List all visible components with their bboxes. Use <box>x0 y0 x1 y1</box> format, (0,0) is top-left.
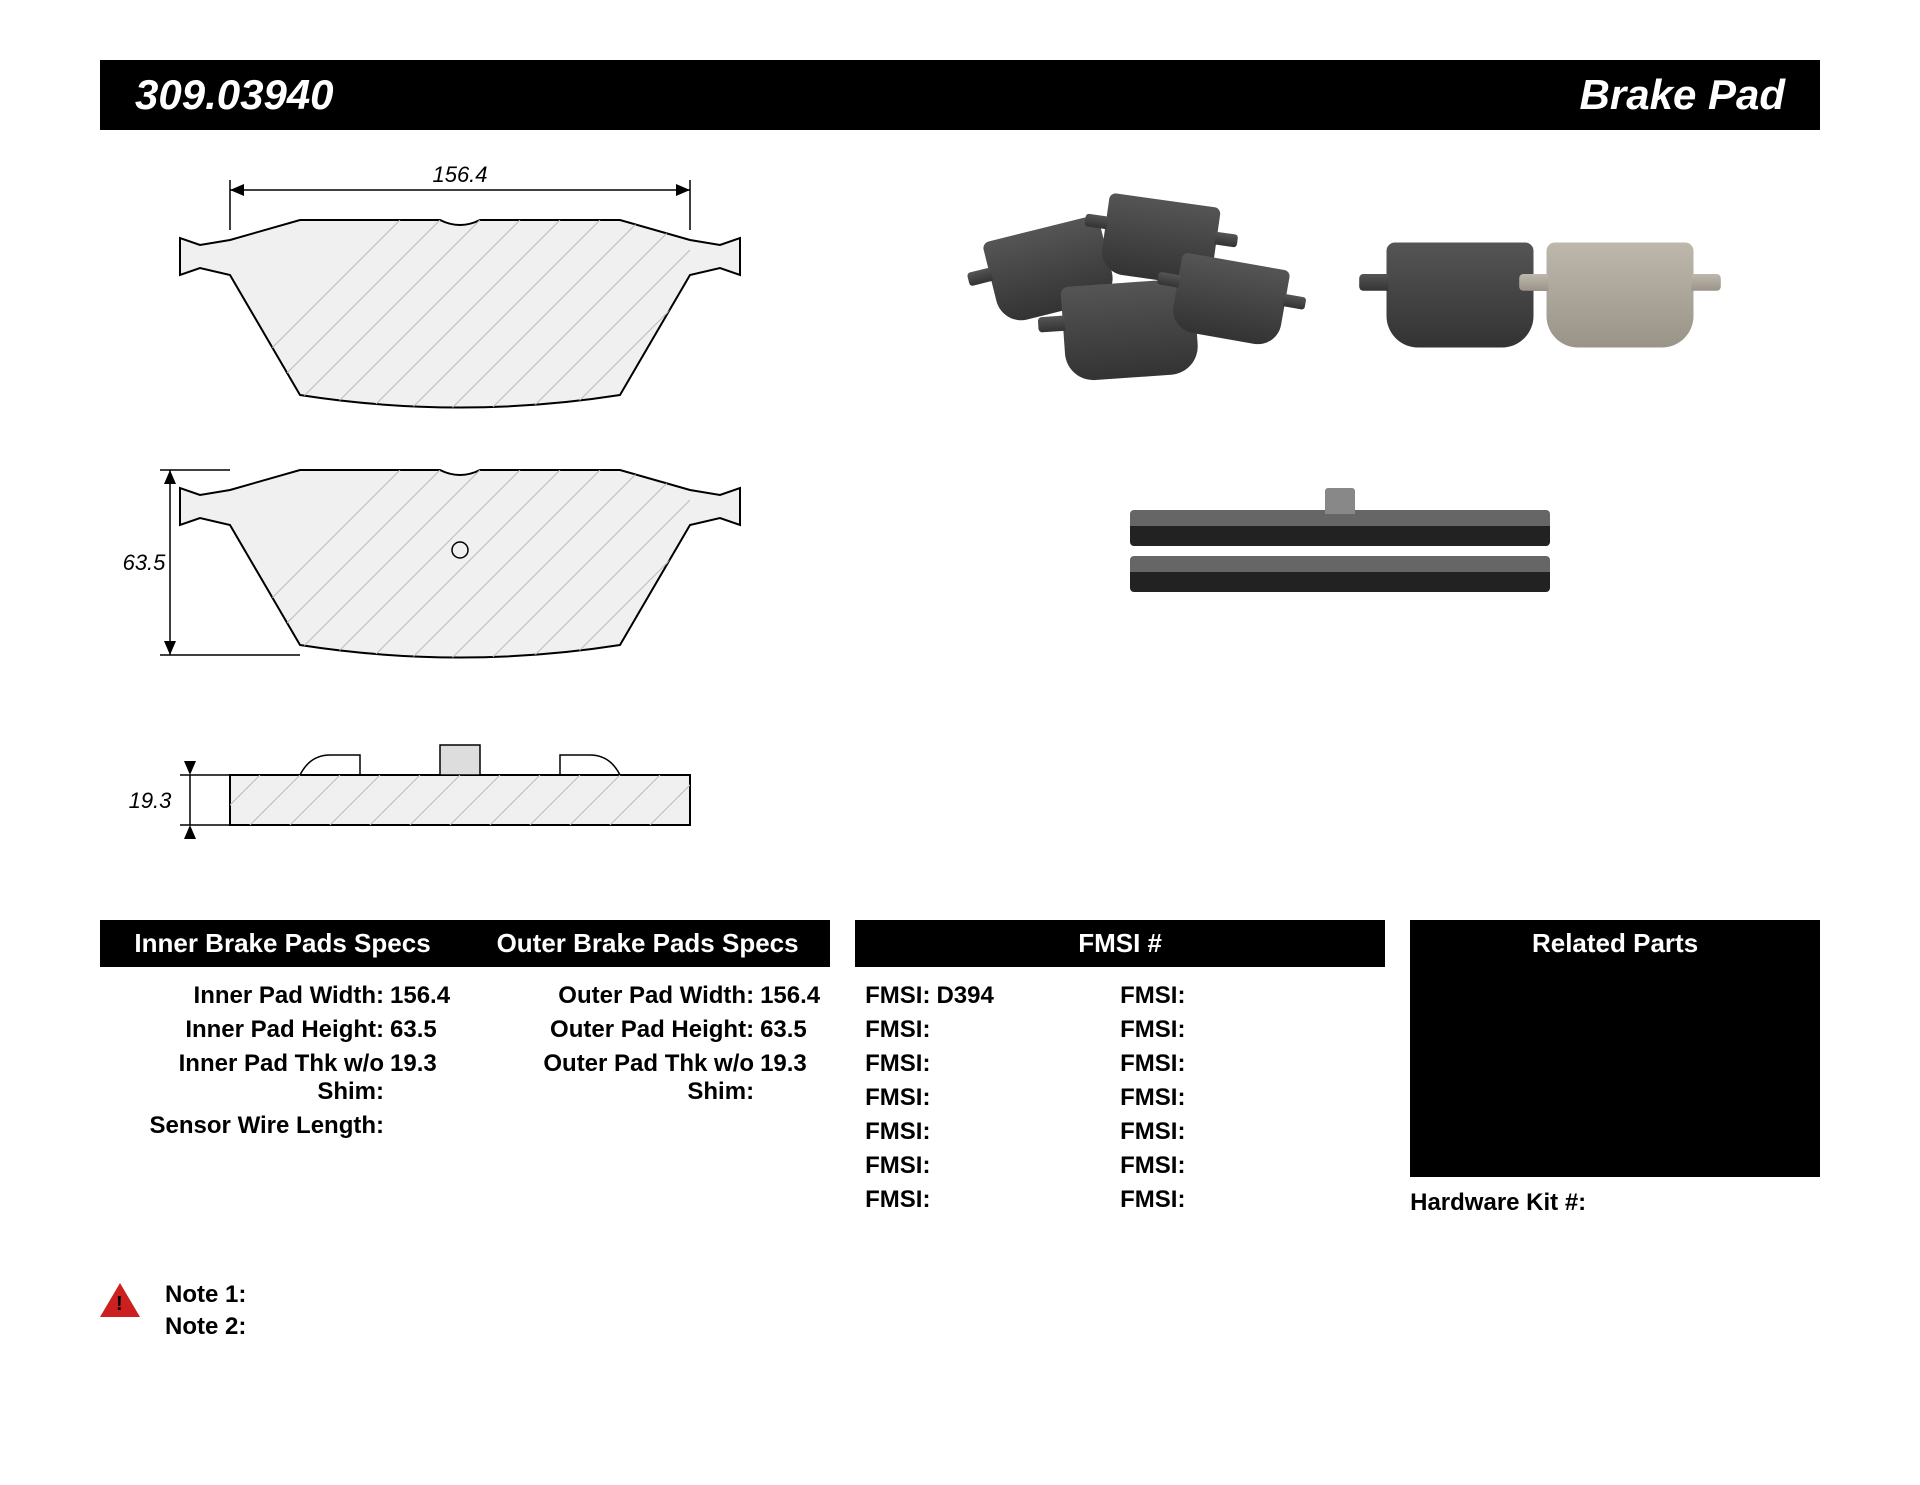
fmsi-label: FMSI: <box>865 1152 936 1180</box>
notes-section: Note 1: Note 2: <box>100 1279 1820 1343</box>
fmsi-line: FMSI: <box>865 1115 1120 1149</box>
sensor-label: Sensor Wire Length: <box>110 1112 390 1140</box>
inner-specs-header: Inner Brake Pads Specs <box>100 920 465 967</box>
note-lines: Note 1: Note 2: <box>165 1279 246 1343</box>
fmsi-line: FMSI: <box>865 1183 1120 1217</box>
fmsi-body: FMSI:D394FMSI:FMSI:FMSI:FMSI:FMSI:FMSI: … <box>855 967 1385 1229</box>
diagram-svg: 156.4 <box>100 160 820 880</box>
part-type: Brake Pad <box>1565 71 1800 119</box>
fmsi-label: FMSI: <box>865 1050 936 1078</box>
fmsi-label: FMSI: <box>1120 1084 1191 1112</box>
fmsi-line: FMSI:D394 <box>865 979 1120 1013</box>
photo-row-top <box>860 180 1820 410</box>
spec-sheet: 309.03940 Brake Pad 156.4 <box>0 0 1920 1403</box>
header-bar: 309.03940 Brake Pad <box>100 60 1820 130</box>
outer-height-label: Outer Pad Height: <box>470 1016 760 1044</box>
inner-thk-label: Inner Pad Thk w/o Shim: <box>110 1050 390 1106</box>
fmsi-line: FMSI: <box>1120 1115 1375 1149</box>
photo-angled-set <box>970 180 1310 410</box>
fmsi-label: FMSI: <box>1120 1152 1191 1180</box>
product-photos <box>860 160 1820 880</box>
photo-side-profile <box>1090 510 1590 640</box>
inner-specs-body: Inner Pad Width:156.4 Inner Pad Height:6… <box>100 967 460 1155</box>
outer-thk-value: 19.3 <box>760 1050 820 1106</box>
fmsi-label: FMSI: <box>1120 1118 1191 1146</box>
fmsi-subcol-2: FMSI: FMSI: FMSI: FMSI: FMSI: FMSI: FMSI: <box>1120 979 1375 1217</box>
specs-section: Inner Brake Pads Specs Outer Brake Pads … <box>100 920 1820 1229</box>
dim-height: 63.5 <box>123 550 167 575</box>
fmsi-line: FMSI: <box>1120 1013 1375 1047</box>
outer-thk-label: Outer Pad Thk w/o Shim: <box>470 1050 760 1106</box>
fmsi-line: FMSI: <box>865 1081 1120 1115</box>
inner-height-label: Inner Pad Height: <box>110 1016 390 1044</box>
warning-icon <box>100 1283 140 1317</box>
outer-specs-header: Outer Brake Pads Specs <box>465 920 830 967</box>
fmsi-value: D394 <box>936 982 993 1010</box>
fmsi-line: FMSI: <box>1120 1149 1375 1183</box>
part-number: 309.03940 <box>120 71 349 119</box>
hw-kit-label: Hardware Kit #: <box>1410 1189 1586 1216</box>
photo-front-back-pair <box>1370 180 1710 410</box>
content-area: 156.4 <box>100 160 1820 880</box>
technical-diagram: 156.4 <box>100 160 820 880</box>
fmsi-line: FMSI: <box>1120 1081 1375 1115</box>
note2-label: Note 2: <box>165 1313 246 1340</box>
related-column: Related Parts Hardware Kit #: <box>1410 920 1820 1229</box>
fmsi-label: FMSI: <box>865 1016 936 1044</box>
inner-height-value: 63.5 <box>390 1016 450 1044</box>
outer-width-label: Outer Pad Width: <box>470 982 760 1010</box>
fmsi-column: FMSI # FMSI:D394FMSI:FMSI:FMSI:FMSI:FMSI… <box>855 920 1385 1229</box>
fmsi-header: FMSI # <box>855 920 1385 967</box>
dim-width: 156.4 <box>432 162 487 187</box>
fmsi-line: FMSI: <box>1120 1183 1375 1217</box>
fmsi-label: FMSI: <box>865 1118 936 1146</box>
fmsi-line: FMSI: <box>1120 979 1375 1013</box>
fmsi-label: FMSI: <box>1120 1016 1191 1044</box>
fmsi-line: FMSI: <box>865 1149 1120 1183</box>
fmsi-label: FMSI: <box>1120 1186 1191 1214</box>
related-body: Hardware Kit #: <box>1410 1177 1820 1229</box>
fmsi-line: FMSI: <box>865 1013 1120 1047</box>
fmsi-line: FMSI: <box>865 1047 1120 1081</box>
related-header: Related Parts <box>1410 920 1820 1177</box>
fmsi-line: FMSI: <box>1120 1047 1375 1081</box>
dim-thickness: 19.3 <box>129 788 173 813</box>
fmsi-label: FMSI: <box>1120 982 1191 1010</box>
outer-specs-body: Outer Pad Width:156.4 Outer Pad Height:6… <box>460 967 830 1155</box>
fmsi-subcol-1: FMSI:D394FMSI:FMSI:FMSI:FMSI:FMSI:FMSI: <box>865 979 1120 1217</box>
sensor-value <box>390 1112 450 1140</box>
fmsi-label: FMSI: <box>1120 1050 1191 1078</box>
inner-thk-value: 19.3 <box>390 1050 450 1106</box>
inner-width-label: Inner Pad Width: <box>110 982 390 1010</box>
outer-height-value: 63.5 <box>760 1016 820 1044</box>
fmsi-label: FMSI: <box>865 982 936 1010</box>
fmsi-label: FMSI: <box>865 1084 936 1112</box>
note1-label: Note 1: <box>165 1281 246 1308</box>
outer-width-value: 156.4 <box>760 982 820 1010</box>
inner-width-value: 156.4 <box>390 982 450 1010</box>
fmsi-label: FMSI: <box>865 1186 936 1214</box>
specs-inner-outer: Inner Brake Pads Specs Outer Brake Pads … <box>100 920 830 1229</box>
